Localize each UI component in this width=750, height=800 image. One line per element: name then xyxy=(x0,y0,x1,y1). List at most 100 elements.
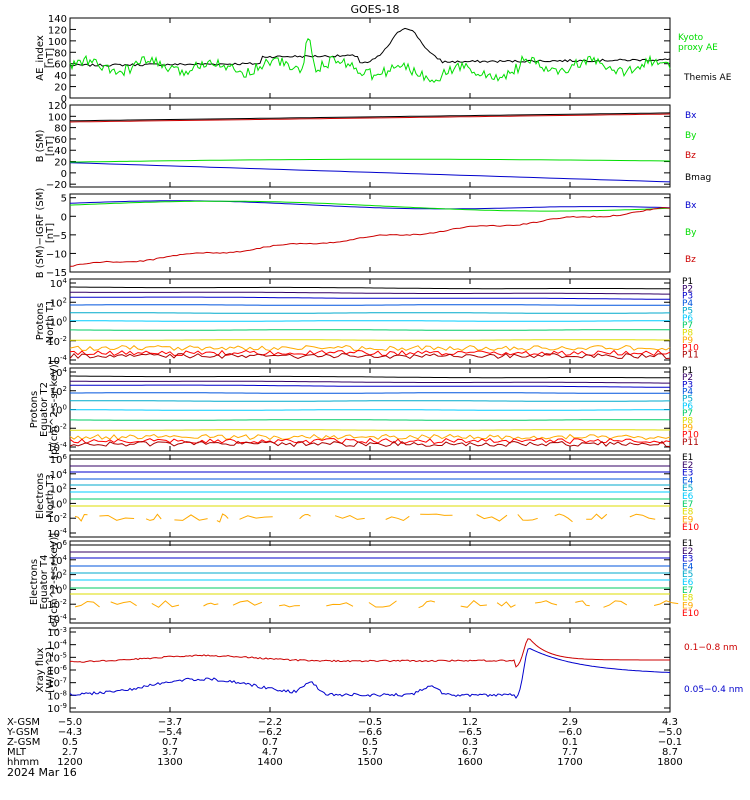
series-e9-segment xyxy=(496,601,516,608)
y-tick-label: 104 xyxy=(50,277,68,290)
x-row-label: X-GSM xyxy=(7,717,40,728)
y-tick-label: 80 xyxy=(54,124,67,135)
panel-protons-equator-t2: Protons Equator T2 [p/(cm^2-s-sr-keV)]104 1… xyxy=(29,360,699,459)
y-axis-label: Protons xyxy=(35,303,46,340)
legend-bx: Bx xyxy=(685,111,697,121)
legend-e3: E3 xyxy=(682,555,693,565)
series-xray-short xyxy=(69,647,671,699)
x-tick-value: 2.9 xyxy=(562,717,578,728)
panel-b-minus-igrf: B (SM)−IGRF (SM) [nT] 5 0 −5 −10 −15 Bx By Bz xyxy=(35,188,697,279)
series-e9-segment xyxy=(216,513,229,523)
legend-p7: P7 xyxy=(682,321,693,331)
legend-e7: E7 xyxy=(682,500,693,510)
x-tick-value: −4.3 xyxy=(58,727,82,738)
series-p7 xyxy=(70,329,670,331)
y-axis-label: North T3 xyxy=(45,474,56,518)
legend-p6: P6 xyxy=(682,402,693,412)
legend-p5: P5 xyxy=(682,395,693,405)
figure-title: GOES-18 xyxy=(350,3,399,16)
y-tick-label: 10-3 xyxy=(47,626,67,639)
legend-by: By xyxy=(685,131,697,141)
series-e9-segment xyxy=(418,600,436,609)
y-tick-label: 5 xyxy=(61,194,67,205)
y-axis-label: [nT] xyxy=(45,223,56,243)
y-axis-label: Electrons xyxy=(35,473,46,519)
legend-p2: P2 xyxy=(682,373,693,383)
x-tick-value: 1600 xyxy=(457,757,482,768)
legend-bx: Bx xyxy=(685,201,697,211)
legend-xray-short: 0.05−0.4 nm xyxy=(684,685,743,695)
y-tick-label: 100 xyxy=(50,497,67,510)
panel-frame xyxy=(69,17,671,99)
legend-e10: E10 xyxy=(682,609,699,619)
series-e9-segment xyxy=(575,600,590,607)
series-e9-segment xyxy=(420,513,453,516)
legend-p9: P9 xyxy=(682,423,693,433)
y-tick-label: 100 xyxy=(50,583,67,596)
x-tick-value: −6.5 xyxy=(458,727,482,738)
legend-p8: P8 xyxy=(682,329,693,339)
x-tick-value: 1500 xyxy=(357,757,382,768)
series-e9-segment xyxy=(99,514,135,521)
series-e9-segment xyxy=(145,513,162,521)
legend-p4: P4 xyxy=(682,299,693,309)
x-tick-value: 1700 xyxy=(557,757,582,768)
legend-p4: P4 xyxy=(682,388,693,398)
series-p5 xyxy=(70,312,670,314)
series-themis-ae xyxy=(69,27,671,67)
series-e9-segment xyxy=(554,513,573,523)
series-e9-segment xyxy=(476,514,508,522)
y-axis-label: B (SM) xyxy=(35,129,46,162)
series-e9-segment xyxy=(74,600,100,608)
series-bz xyxy=(69,113,671,123)
legend-p10: P10 xyxy=(682,343,699,353)
y-axis-label: [p/(cm^2-s-sr-keV)] xyxy=(49,360,60,459)
series-p7 xyxy=(70,419,670,421)
series-p2 xyxy=(70,291,670,295)
x-tick-value: −5.0 xyxy=(658,727,682,738)
series-e9-segment xyxy=(299,513,311,520)
y-tick-label: 106 xyxy=(50,453,68,466)
x-tick-value: 0.3 xyxy=(462,737,478,748)
legend-e1: E1 xyxy=(682,539,693,549)
x-tick-value: −0.1 xyxy=(658,737,682,748)
series-p6 xyxy=(70,320,670,322)
legend-p6: P6 xyxy=(682,314,693,324)
y-tick-label: 100 xyxy=(50,316,67,329)
legend-e4: E4 xyxy=(682,562,694,572)
series-bmag xyxy=(69,112,671,122)
y-tick-label: 10-4 xyxy=(47,527,67,540)
series-p6 xyxy=(70,409,670,411)
x-tick-value: −0.5 xyxy=(358,717,382,728)
y-tick-label: −20 xyxy=(46,180,67,191)
series-p3 xyxy=(70,384,670,388)
x-row-label: MLT xyxy=(7,747,27,758)
x-tick-value: 8.7 xyxy=(662,747,678,758)
series-e9-segment xyxy=(603,600,628,608)
x-tick-value: 0.5 xyxy=(62,737,78,748)
series-p4 xyxy=(70,304,670,306)
x-tick-value: 4.3 xyxy=(662,717,678,728)
y-tick-label: 102 xyxy=(50,483,67,496)
panel-electrons-equator-t4: Electrons Equator T4 [e/(cm^2-s-sr-keV)]10… xyxy=(29,533,699,631)
series-e9-segment xyxy=(368,600,397,608)
x-tick-value: 2.7 xyxy=(62,747,78,758)
legend-e4: E4 xyxy=(682,476,694,486)
series-p8 xyxy=(70,429,670,431)
y-tick-label: 60 xyxy=(54,60,67,71)
legend-bz: Bz xyxy=(685,255,696,265)
series-p11 xyxy=(69,352,671,360)
series-p2 xyxy=(70,380,670,384)
y-tick-label: 120 xyxy=(48,25,67,36)
legend-p10: P10 xyxy=(682,431,699,441)
legend-e5: E5 xyxy=(682,570,693,580)
series-e9-segment xyxy=(74,513,88,522)
y-axis-label: [e/(cm^2-s-sr-keV)] xyxy=(49,533,60,631)
y-tick-label: 10-2 xyxy=(47,422,67,435)
y-tick-label: 10-7 xyxy=(47,677,67,690)
date-label: 2024 Mar 16 xyxy=(7,766,77,779)
y-tick-label: 80 xyxy=(54,48,67,59)
series-e9-segment xyxy=(629,513,656,520)
